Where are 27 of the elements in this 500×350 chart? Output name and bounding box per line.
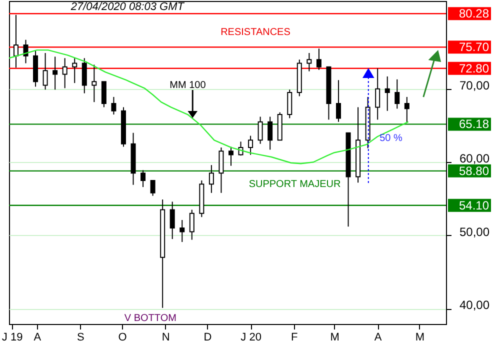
- annotation: V BOTTOM: [124, 313, 176, 324]
- ref-line-label: 80.28: [458, 6, 490, 21]
- ref-line-label: 65.18: [458, 117, 490, 132]
- ref-line-label: 72.80: [458, 61, 490, 76]
- y-tick-label: 60,00: [460, 152, 490, 166]
- ref-line-label: 75.70: [458, 40, 490, 54]
- ref-line-label: 54.10: [458, 198, 490, 212]
- annotation: 27/04/2020 08:03 GMT: [70, 1, 186, 13]
- annotation: RESISTANCES: [220, 27, 291, 38]
- x-tick-label: N: [162, 332, 170, 344]
- y-tick-label: 70,00: [460, 78, 490, 92]
- x-tick-label: M: [330, 332, 340, 344]
- x-tick-label: J 19: [2, 332, 23, 344]
- x-tick-label: O: [118, 332, 128, 344]
- x-tick-label: A: [34, 332, 42, 344]
- y-tick-label: 50,00: [460, 224, 490, 239]
- y-tick-label: 40,00: [460, 298, 490, 312]
- annotation: SUPPORT MAJEUR: [248, 179, 341, 190]
- annotation: 50 %: [380, 133, 403, 144]
- ref-line-label: 58.80: [458, 164, 490, 178]
- x-tick-label: J 20: [240, 332, 262, 344]
- x-tick-label: A: [374, 332, 382, 344]
- x-tick-label: M: [415, 332, 425, 344]
- x-tick-label: D: [204, 332, 212, 344]
- x-tick-label: S: [77, 332, 84, 344]
- x-tick-label: F: [290, 332, 298, 344]
- annotation: MM 100: [170, 80, 206, 91]
